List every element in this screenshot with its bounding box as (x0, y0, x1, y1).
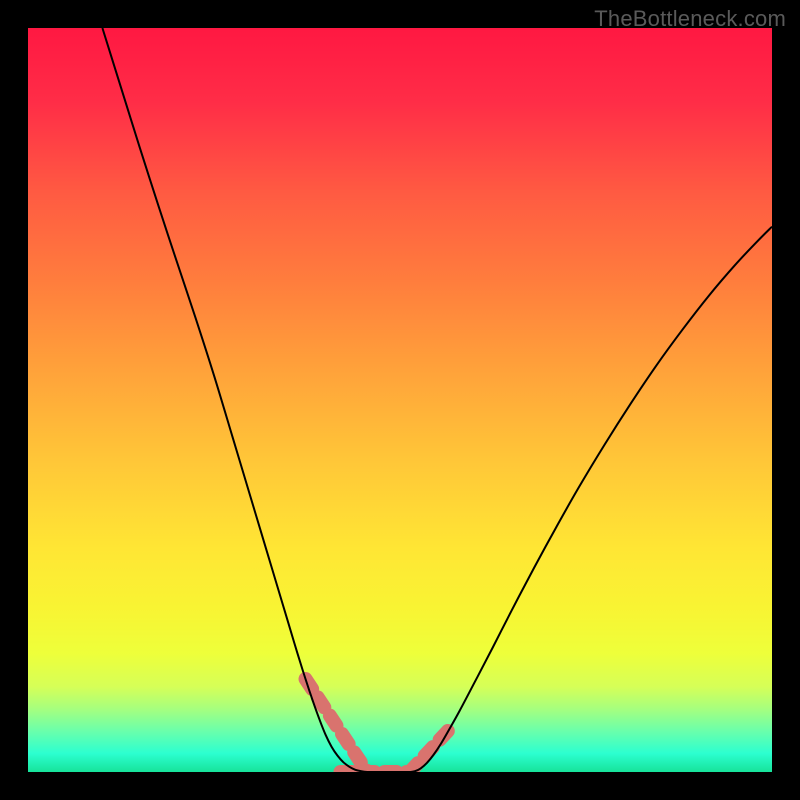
plot-area (28, 28, 772, 772)
watermark-text: TheBottleneck.com (594, 6, 786, 32)
chart-canvas: TheBottleneck.com (0, 0, 800, 800)
bottleneck-chart-svg (0, 0, 800, 800)
